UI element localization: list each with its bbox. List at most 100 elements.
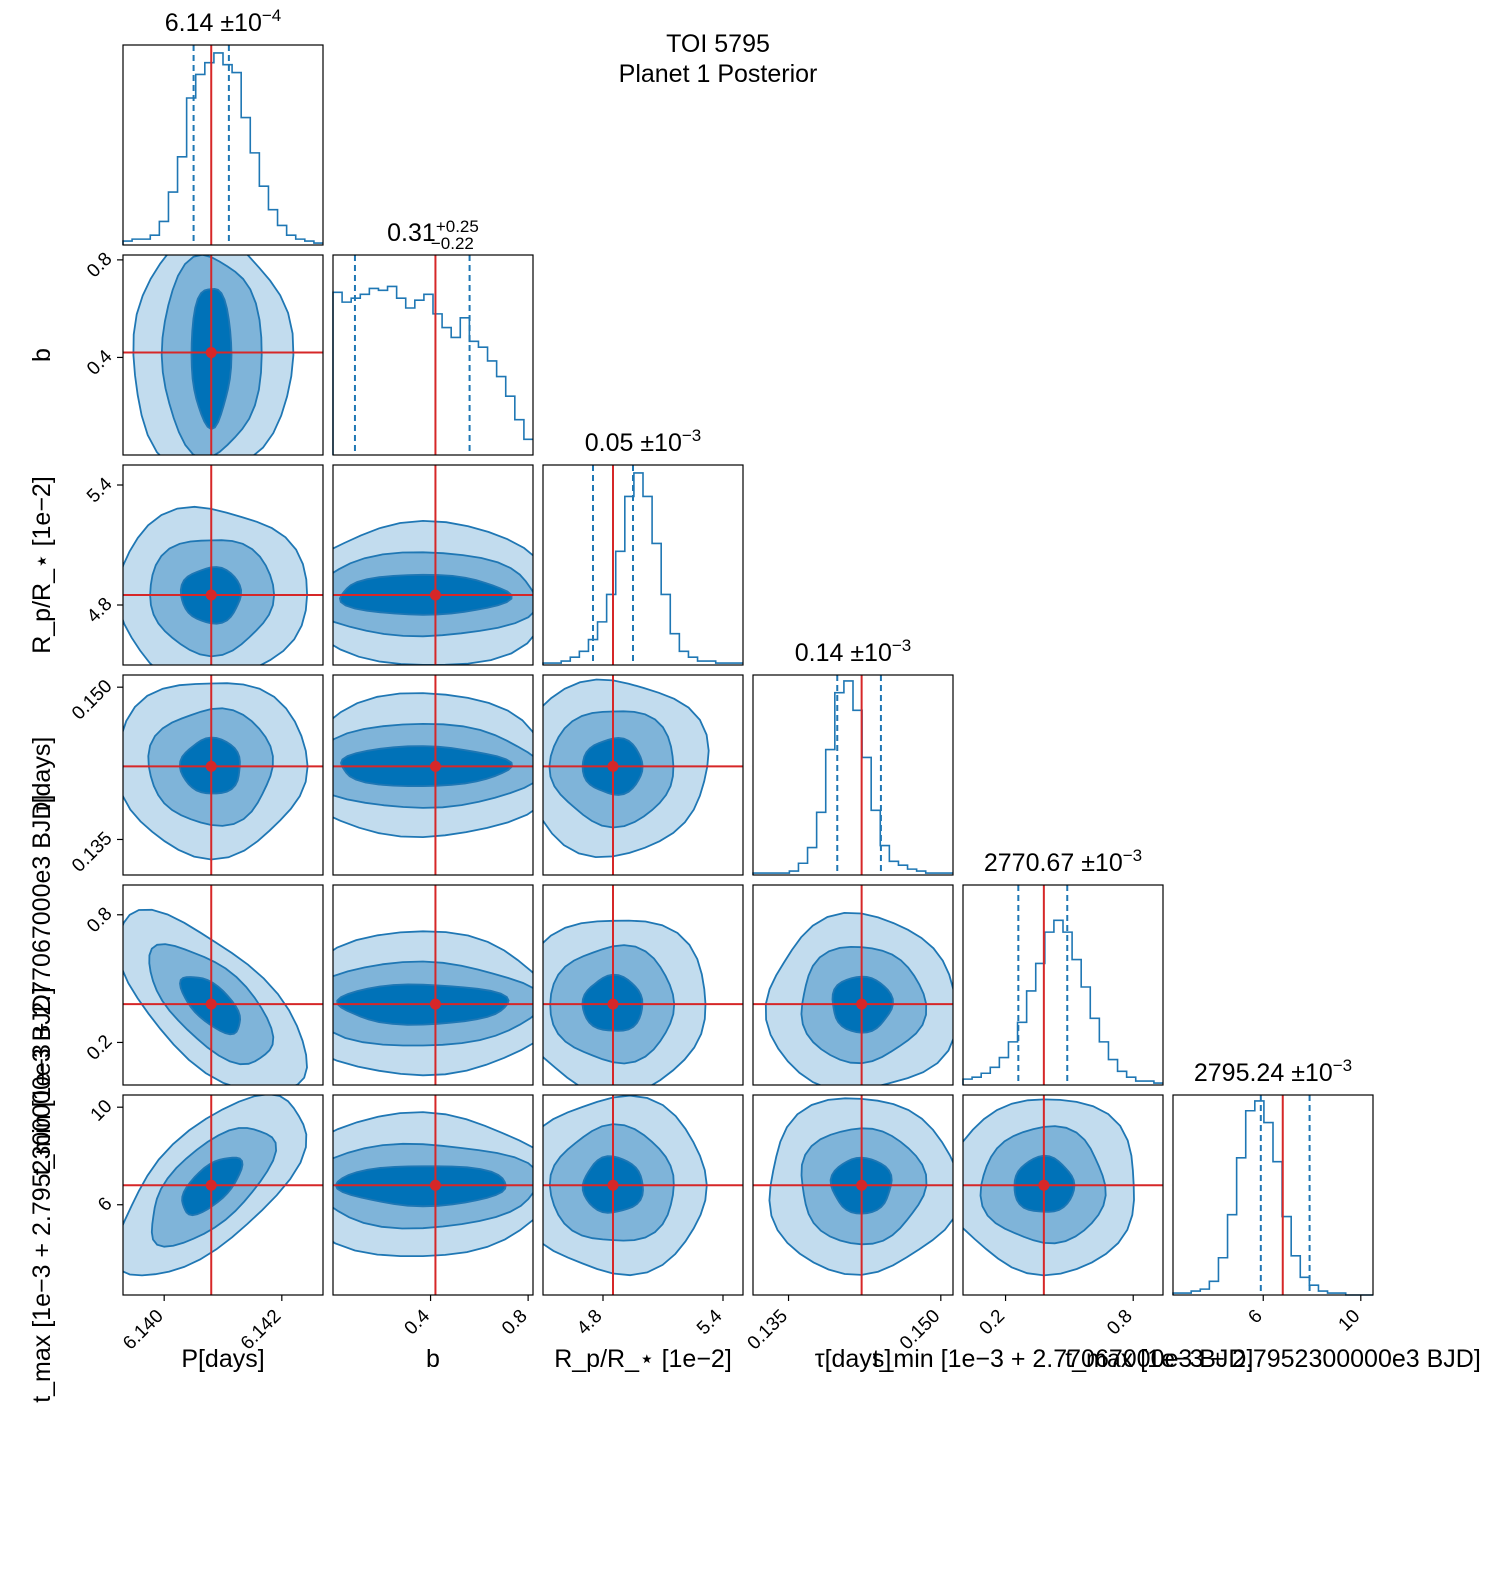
x-axis-label: τ[days] <box>815 1345 892 1373</box>
panel-frame <box>332 254 534 456</box>
hist-summary-title: 2795.24 ±10−3 <box>1194 1056 1352 1087</box>
panel-frame <box>122 674 324 876</box>
contour-panel-tmin-vs-tmax <box>962 1094 1164 1296</box>
x-tick-label: 4.8 <box>573 1306 607 1340</box>
y-axis-label: τ[days] <box>28 737 56 814</box>
hist-panel-rprstar: 0.05 ±10−3 <box>542 426 744 666</box>
chart-title: TOI 5795 <box>666 30 770 58</box>
y-tick-label: 10 <box>87 1096 117 1126</box>
hist-panel-tmin: 2770.67 ±10−3 <box>962 846 1164 1086</box>
hist-summary-title: 0.05 ±10−3 <box>585 426 702 457</box>
x-tick-label: 6 <box>1244 1306 1266 1328</box>
truth-point <box>429 589 441 601</box>
truth-point <box>856 1179 868 1191</box>
hist-panel-tau: 0.14 ±10−3 <box>752 636 954 876</box>
panel-frame <box>542 1094 744 1296</box>
y-tick-label: 0.8 <box>83 903 117 937</box>
panel-frame <box>752 674 954 876</box>
chart-subtitle: Planet 1 Posterior <box>619 60 818 88</box>
histogram-steps <box>752 680 953 875</box>
contour-panel-b-vs-tmax <box>332 1094 534 1296</box>
panel-frame <box>542 674 744 876</box>
y-tick-label: 6 <box>94 1193 116 1215</box>
contour-panel-tau-vs-tmax <box>752 1094 954 1296</box>
histogram-steps <box>332 285 533 455</box>
panel-frame <box>332 674 534 876</box>
hist-panel-b: 0.31+0.25 −0.22 <box>332 217 534 456</box>
truth-point <box>607 998 619 1010</box>
y-axis-label: b <box>28 348 56 362</box>
y-axis-label: R_p/R_⋆ [1e−2] <box>28 476 56 654</box>
x-axis-label: b <box>426 1345 440 1373</box>
contour-panel-b-vs-tau <box>332 674 534 876</box>
contour-panel-rprstar-vs-tau <box>542 674 744 876</box>
panel-frame <box>122 884 324 1086</box>
x-axis-label: t_min [1e−3 + 2.77067000e3 BJD] <box>873 1345 1254 1373</box>
y-tick-label: 0.150 <box>68 676 116 724</box>
x-tick-label: 6.140 <box>119 1306 167 1354</box>
x-axis-label: R_p/R_⋆ [1e−2] <box>554 1345 732 1373</box>
contour-panel-tau-vs-tmin <box>752 884 954 1086</box>
truth-point <box>205 1179 217 1191</box>
truth-point <box>205 347 217 359</box>
histogram-steps <box>542 472 743 665</box>
panel-frame <box>332 1094 534 1296</box>
panel-frame <box>332 884 534 1086</box>
histogram-steps <box>962 919 1163 1085</box>
contour-levels <box>333 519 533 665</box>
truth-point <box>205 998 217 1010</box>
panel-frame <box>122 254 324 456</box>
x-tick-label: 0.8 <box>1103 1306 1137 1340</box>
hist-summary-title: 0.31+0.25 −0.22 <box>387 217 479 253</box>
y-tick-label: 0.8 <box>83 249 117 283</box>
contour-panel-p-vs-tau <box>122 674 324 876</box>
hist-summary-title: 0.14 ±10−3 <box>795 636 912 667</box>
panel-frame <box>542 464 744 666</box>
hist-summary-title: 2770.67 ±10−3 <box>984 846 1142 877</box>
x-tick-label: 10 <box>1335 1306 1365 1336</box>
hist-panel-p: 6.14 ±10−4 <box>122 6 324 246</box>
hist-summary-title: 6.14 ±10−4 <box>165 6 282 37</box>
x-tick-label: 0.4 <box>401 1305 435 1339</box>
panel-frame <box>962 884 1164 1086</box>
y-tick-label: 4.8 <box>83 594 117 628</box>
panel-frame <box>122 464 324 666</box>
truth-point <box>607 1179 619 1191</box>
panel-frame <box>752 1094 954 1296</box>
truth-point <box>205 760 217 772</box>
contour-panel-b-vs-rprstar <box>332 464 534 666</box>
contour-levels <box>123 682 309 861</box>
y-tick-label: 0.4 <box>83 346 117 380</box>
x-tick-label: 0.2 <box>976 1306 1010 1340</box>
contour-panel-p-vs-tmax <box>122 1094 324 1296</box>
y-tick-label: 0.2 <box>83 1031 117 1065</box>
truth-point <box>429 1179 441 1191</box>
x-tick-label: 5.4 <box>693 1305 727 1339</box>
contour-levels <box>333 692 533 839</box>
panel-frame <box>332 464 534 666</box>
x-tick-label: 0.8 <box>498 1306 532 1340</box>
contour-panel-rprstar-vs-tmax <box>542 1094 744 1296</box>
panel-frame <box>122 44 324 246</box>
panel-frame <box>542 884 744 1086</box>
y-axis-label: t_min [1e−3 + 2.77067000e3 BJD] <box>28 795 56 1176</box>
truth-point <box>856 998 868 1010</box>
contour-levels <box>543 919 707 1085</box>
panel-frame <box>122 1094 324 1296</box>
x-tick-label: 0.135 <box>744 1306 792 1354</box>
x-axis-label: P[days] <box>181 1345 264 1373</box>
y-axis-label: t_max [1e−3 + 2.7952300000e3 BJD] <box>28 987 56 1403</box>
contour-panel-p-vs-rprstar <box>122 464 324 666</box>
panel-frame <box>1172 1094 1374 1296</box>
histogram-steps <box>122 52 323 245</box>
x-axis-label: t_max [1e−3 + 2.7952300000e3 BJD] <box>1065 1345 1481 1373</box>
truth-point <box>1038 1179 1050 1191</box>
contour-panel-b-vs-tmin <box>332 884 534 1086</box>
contour-panel-p-vs-tmin <box>122 884 324 1086</box>
histogram-steps <box>1172 1100 1373 1296</box>
contour-panel-p-vs-b <box>122 254 324 456</box>
contour-panel-rprstar-vs-tmin <box>542 884 744 1086</box>
hist-panel-tmax: 2795.24 ±10−3 <box>1172 1056 1374 1296</box>
y-tick-label: 5.4 <box>83 473 117 507</box>
